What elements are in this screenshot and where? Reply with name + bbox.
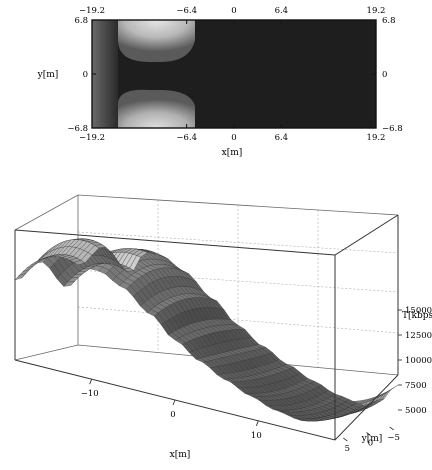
surface-x-tick-mark (255, 420, 259, 426)
heatmap-y-ticks-left: 6.8 0 −6.8 (67, 16, 96, 134)
heatmap-y-tick-label-right: 6.8 (382, 16, 396, 26)
heatmap-x-tick-label-top: 0 (231, 6, 236, 16)
surface-y-tick-mark (366, 432, 371, 436)
heatmap-x-tick-label-bottom: 0 (231, 133, 236, 143)
heatmap-y-ticks-right: 6.8 0 −6.8 (372, 16, 403, 134)
surface-y-tick-label: −5 (387, 433, 400, 443)
surface-z-tick-label: 10000 (405, 356, 432, 366)
surface-x-tick-label: 0 (170, 410, 175, 420)
heatmap-x-label: x[m] (222, 148, 243, 158)
surface-y-tick-mark (389, 426, 394, 431)
surface-z-tick-label: 12500 (405, 331, 432, 341)
heatmap-y-tick-label-left: 0 (83, 70, 88, 80)
heatmap-x-tick-label-bottom: 19.2 (367, 133, 386, 143)
surface-y-tick-label: 0 (368, 439, 373, 449)
surface-x-label: x[m] (170, 450, 191, 460)
surface-x-tick-label: 10 (251, 431, 262, 441)
heatmap-y-label: y[m] (37, 70, 59, 80)
heatmap-region-bottom-left (118, 89, 195, 128)
surface-patch (73, 260, 86, 266)
surface-y-tick-label: 5 (345, 444, 350, 454)
surface-z-tick-label: 7500 (405, 381, 427, 391)
surface-x-tick-mark (89, 379, 93, 385)
surface-z-tick-label: 15000 (405, 306, 432, 316)
heatmap-x-tick-label-top: 6.4 (275, 6, 289, 16)
surface-y-tick-mark (343, 437, 348, 442)
heatmap-x-tick-label-top: −19.2 (79, 6, 105, 16)
heatmap-x-tick-label-bottom: 6.4 (275, 133, 289, 143)
surface-z-ticks: 15000 12500 10000 7500 5000 (398, 306, 432, 416)
surface-z-tick-label: 5000 (405, 406, 427, 416)
heatmap-x-tick-label-bottom: −19.2 (79, 133, 105, 143)
heatmap-y-tick-label-left: −6.8 (67, 124, 88, 134)
heatmap-y-tick-label-left: 6.8 (74, 16, 88, 26)
surface-y-label: y[m] (361, 434, 383, 444)
heatmap-chart: −19.2 −6.4 0 6.4 19.2 −19.2 −6.4 0 6.4 19.2 6.8 0… (37, 6, 403, 158)
heatmap-x-tick-label-top: −6.4 (176, 6, 197, 16)
surface-chart: −10 0 10 5 0 −5 15000 12500 10000 7500 5000 x[m]… (14, 194, 432, 460)
surface-x-ticks: −10 0 10 (81, 379, 262, 441)
heatmap-y-tick-label-right: 0 (382, 70, 387, 80)
box-front-edges (14, 214, 399, 441)
surface-z-label: T[kbps] (402, 311, 432, 321)
surface-mesh (14, 238, 399, 422)
heatmap-x-ticks-top: −19.2 −6.4 0 6.4 19.2 (79, 6, 386, 24)
heatmap-y-tick-label-right: −6.8 (382, 124, 403, 134)
heatmap-x-tick-label-top: 19.2 (367, 6, 386, 16)
heatmap-region-top-left (118, 20, 195, 62)
surface-x-tick-label: −10 (81, 389, 99, 399)
surface-x-tick-mark (172, 399, 176, 406)
heatmap-left-band (92, 20, 118, 128)
heatmap-x-tick-label-bottom: −6.4 (176, 133, 197, 143)
surface-y-ticks: 5 0 −5 (343, 426, 400, 454)
heatmap-x-ticks-bottom: −19.2 −6.4 0 6.4 19.2 (79, 124, 386, 143)
